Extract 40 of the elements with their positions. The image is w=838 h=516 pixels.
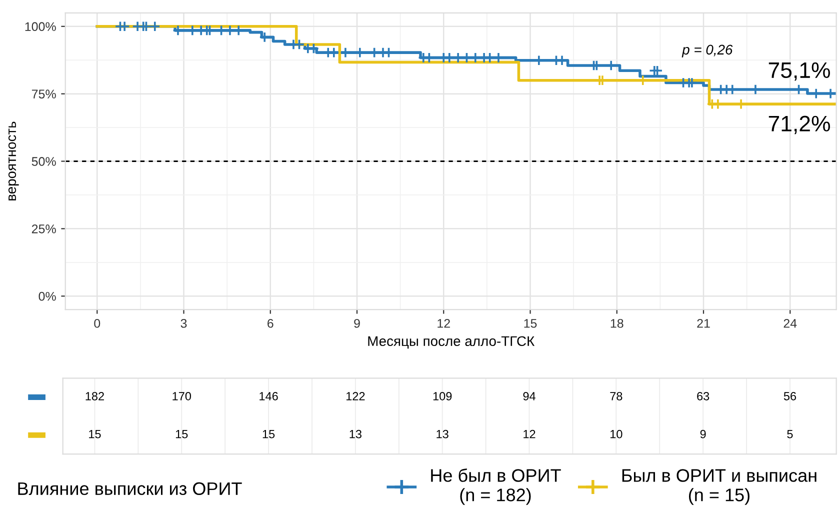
text: 56 — [784, 392, 796, 400]
text: 5 — [787, 430, 793, 438]
legend-title: Влияние выписки из ОРИТ — [18, 482, 242, 496]
x-tick-label: 3 — [180, 318, 187, 328]
x-axis-title: Месяцы после алло-ТГСК — [368, 336, 535, 349]
x-tick-label: 12 — [438, 318, 450, 328]
text: 13 — [436, 430, 448, 438]
x-tick-label: 15 — [524, 319, 537, 328]
text: 12 — [524, 430, 536, 438]
y-tick-label: 25% — [32, 224, 56, 234]
text: 122 — [346, 392, 365, 400]
text: 170 — [172, 392, 192, 400]
text: 94 — [523, 392, 536, 400]
text: 9 — [700, 430, 706, 438]
x-tick-label: 18 — [610, 318, 624, 328]
y-axis-title: вероятность — [8, 122, 19, 200]
text: 10 — [610, 430, 622, 438]
annotation: 71,2% — [768, 116, 830, 134]
x-tick-label: 21 — [697, 318, 710, 328]
x-tick-label: 0 — [94, 318, 100, 328]
x-tick-label: 24 — [784, 318, 797, 328]
y-tick-label: 0% — [38, 292, 56, 301]
text: 63 — [697, 392, 710, 400]
text: 109 — [433, 392, 452, 400]
text: 146 — [260, 392, 278, 400]
text: 15 — [176, 430, 188, 438]
text: 13 — [350, 430, 362, 438]
y-tick-label: 100% — [25, 22, 56, 32]
text: 15 — [89, 430, 101, 438]
annotation: 75,1% — [768, 62, 830, 81]
y-tick-label: 50% — [32, 157, 56, 166]
legend-label: Был в ОРИТ и выписан (n = 15) — [622, 469, 816, 505]
annotation: p = 0,26 — [682, 44, 733, 58]
x-tick-label: 9 — [354, 318, 360, 328]
text: 182 — [86, 392, 104, 400]
y-tick-label: 75% — [32, 90, 56, 98]
text: 78 — [610, 392, 622, 400]
legend-label: Не был в ОРИТ (n = 182) — [431, 468, 561, 505]
text: 15 — [262, 430, 275, 438]
x-tick-label: 6 — [268, 318, 274, 328]
